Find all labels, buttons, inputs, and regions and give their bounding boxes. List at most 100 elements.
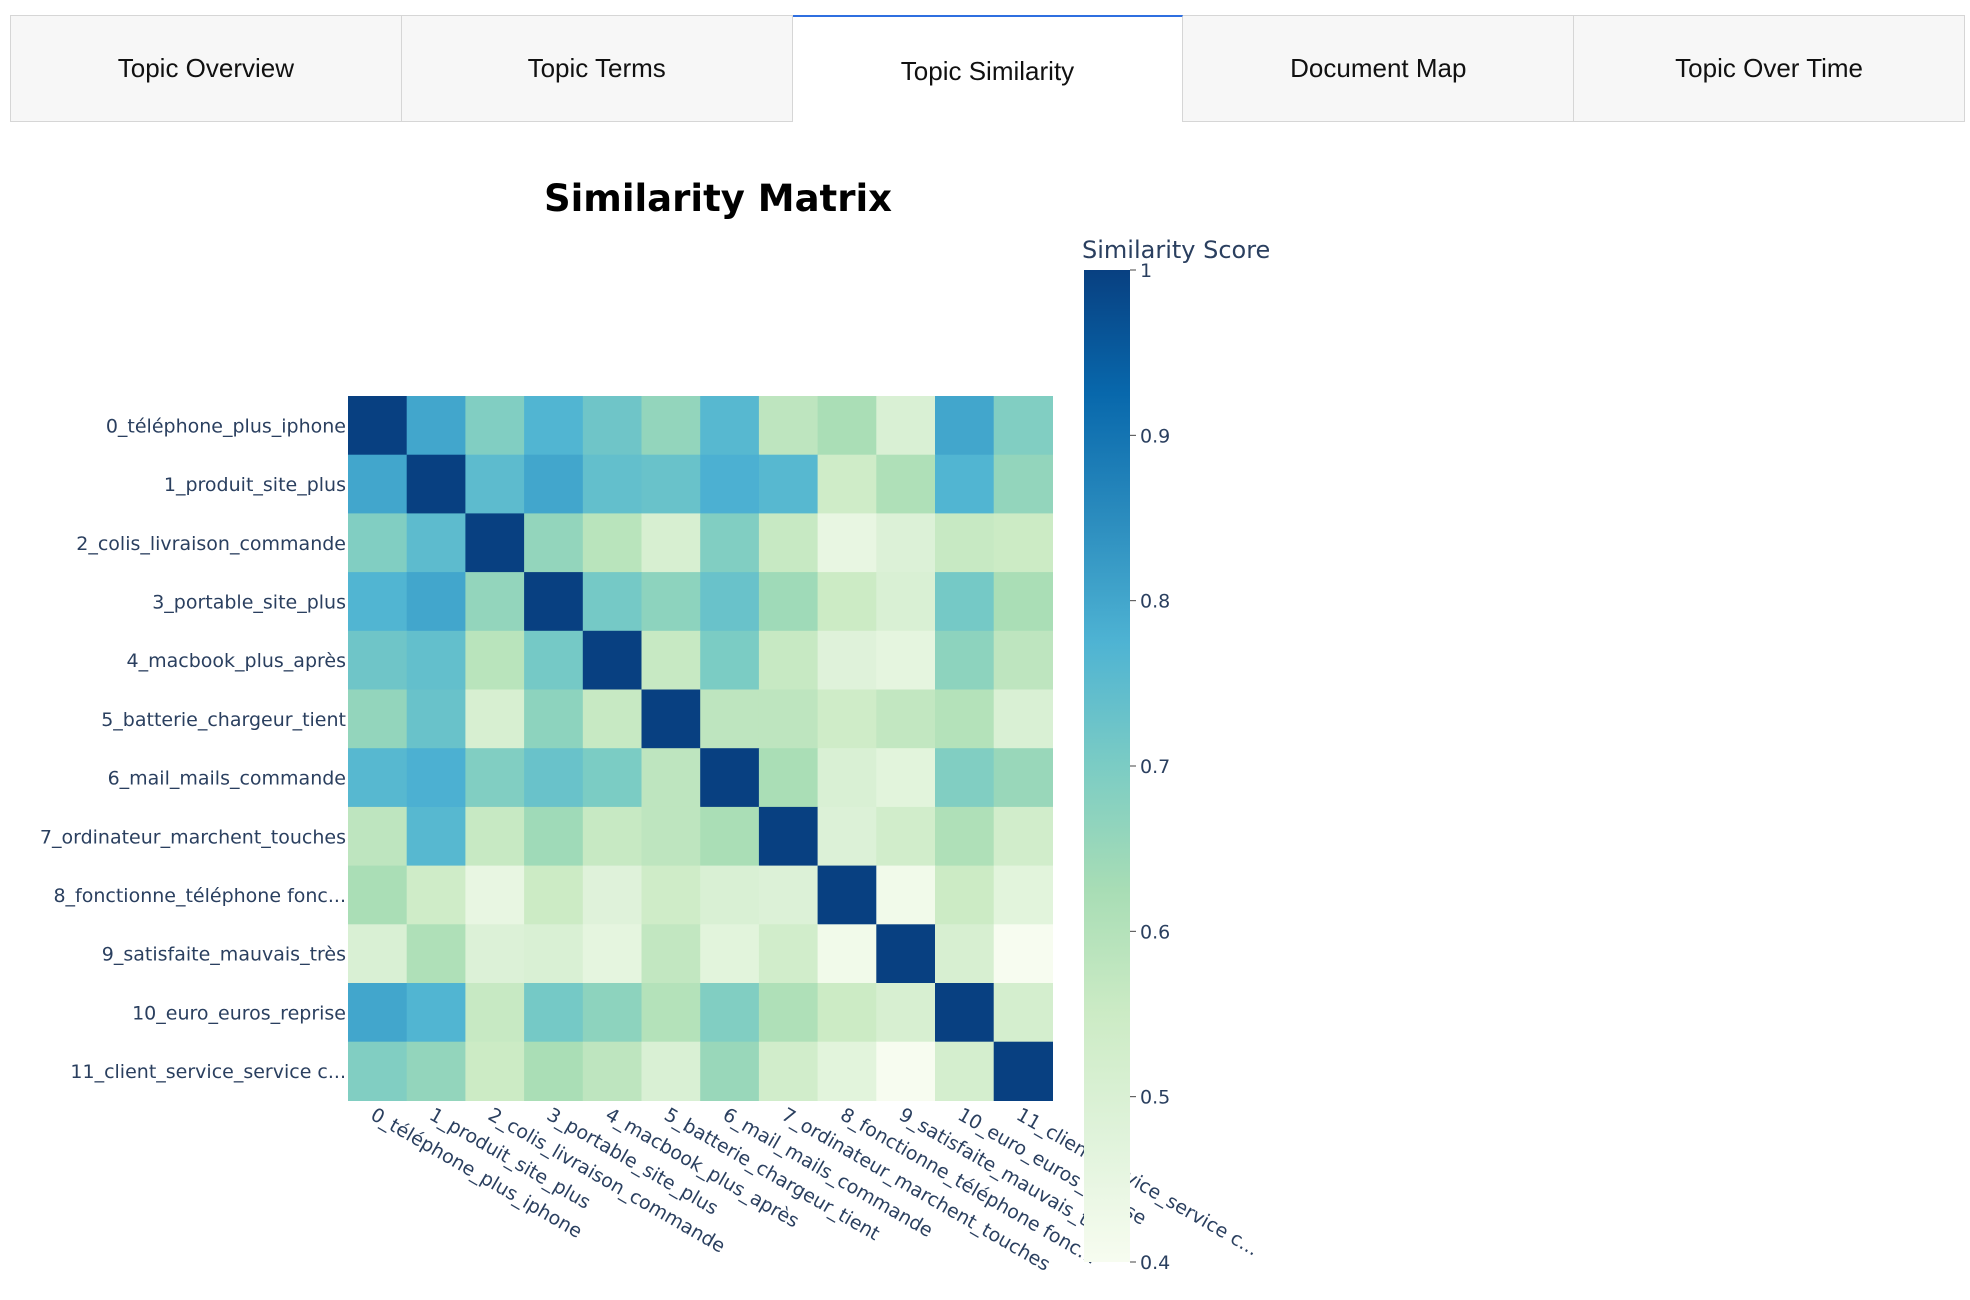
- heatmap-cell: [993, 983, 1053, 1043]
- heatmap-cell: [935, 396, 995, 456]
- heatmap-cell: [641, 513, 701, 573]
- heatmap-cell: [758, 396, 819, 456]
- heatmap-cell: [641, 1041, 701, 1101]
- y-tick-label: 2_colis_livraison_commande: [76, 533, 346, 555]
- heatmap-cell: [465, 689, 525, 749]
- heatmap-cell: [348, 924, 408, 984]
- heatmap-cell: [406, 630, 466, 691]
- heatmap-cell: [935, 924, 995, 984]
- heatmap-cell: [582, 983, 643, 1043]
- heatmap-cell: [406, 572, 466, 632]
- heatmap-cell: [935, 865, 995, 925]
- tab-topic-terms[interactable]: Topic Terms: [401, 15, 793, 122]
- heatmap-cell: [524, 630, 584, 691]
- heatmap-cell: [993, 572, 1053, 632]
- heatmap-cell: [993, 924, 1053, 984]
- heatmap-cell: [348, 1041, 408, 1101]
- heatmap-cell: [348, 630, 408, 691]
- heatmap-cell: [935, 630, 995, 691]
- heatmap-cell: [582, 689, 643, 749]
- heatmap-cell: [524, 924, 584, 984]
- heatmap-cell: [348, 454, 408, 514]
- heatmap-cell: [582, 924, 643, 984]
- heatmap-cell: [406, 689, 466, 749]
- y-axis-tick-labels: 0_téléphone_plus_iphone 1_produit_site_pl…: [40, 415, 346, 1083]
- heatmap-cell: [993, 1041, 1053, 1101]
- heatmap-cell: [758, 748, 819, 808]
- heatmap-cell: [524, 396, 584, 456]
- colorbar-tick-label: 1: [1140, 260, 1152, 282]
- heatmap-cell: [641, 748, 701, 808]
- heatmap-cell: [406, 865, 466, 925]
- heatmap-cell: [641, 924, 701, 984]
- heatmap-cell: [406, 748, 466, 808]
- heatmap-cell: [524, 865, 584, 925]
- heatmap-cell: [935, 572, 995, 632]
- heatmap-cell: [348, 513, 408, 573]
- heatmap-cell: [993, 689, 1053, 749]
- heatmap-cell: [700, 689, 760, 749]
- heatmap-cell: [524, 806, 584, 867]
- heatmap-cell: [758, 865, 819, 925]
- y-tick-label: 10_euro_euros_reprise: [132, 1002, 346, 1024]
- heatmap-cell: [465, 924, 525, 984]
- heatmap-cell: [876, 865, 936, 925]
- heatmap-cell: [935, 689, 995, 749]
- tab-topic-overview[interactable]: Topic Overview: [10, 15, 402, 122]
- heatmap-cell: [993, 396, 1053, 456]
- heatmap-cell: [935, 983, 995, 1043]
- heatmap-cell: [406, 806, 466, 867]
- colorbar-tick-label: 0.8: [1140, 591, 1170, 613]
- heatmap-cell: [406, 983, 466, 1043]
- heatmap-cell: [876, 748, 936, 808]
- heatmap-cell: [582, 396, 643, 456]
- heatmap-cell: [641, 630, 701, 691]
- heatmap-cell: [348, 572, 408, 632]
- heatmap-cell: [348, 748, 408, 808]
- colorbar-tick-label: 0.6: [1140, 921, 1170, 943]
- heatmap-cell: [758, 806, 819, 867]
- heatmap-cell: [406, 396, 466, 456]
- tab-topic-over-time[interactable]: Topic Over Time: [1574, 15, 1965, 122]
- heatmap-cell: [817, 572, 877, 632]
- chart-title: Similarity Matrix: [544, 177, 892, 220]
- heatmap-cells: [348, 396, 1053, 1101]
- heatmap-cell: [406, 1041, 466, 1101]
- heatmap-cell: [582, 572, 643, 632]
- heatmap-cell: [700, 630, 760, 691]
- heatmap-cell: [700, 396, 760, 456]
- heatmap-cell: [700, 1041, 760, 1101]
- heatmap-cell: [935, 806, 995, 867]
- heatmap-cell: [582, 454, 643, 514]
- heatmap-cell: [817, 630, 877, 691]
- heatmap-cell: [876, 806, 936, 867]
- heatmap-cell: [876, 454, 936, 514]
- heatmap-cell: [876, 396, 936, 456]
- heatmap-cell: [817, 865, 877, 925]
- heatmap-cell: [993, 454, 1053, 514]
- heatmap-cell: [524, 513, 584, 573]
- heatmap-cell: [935, 454, 995, 514]
- heatmap-cell: [641, 396, 701, 456]
- heatmap-cell: [758, 924, 819, 984]
- heatmap-cell: [758, 1041, 819, 1101]
- heatmap-cell: [817, 1041, 877, 1101]
- heatmap-cell: [817, 924, 877, 984]
- y-tick-label: 5_batterie_chargeur_tient: [101, 709, 346, 731]
- heatmap-cell: [465, 513, 525, 573]
- heatmap-cell: [348, 983, 408, 1043]
- heatmap-cell: [406, 513, 466, 573]
- heatmap-cell: [641, 806, 701, 867]
- colorbar-tick-label: 0.9: [1140, 425, 1170, 447]
- heatmap-cell: [876, 513, 936, 573]
- tab-document-map[interactable]: Document Map: [1183, 15, 1575, 122]
- heatmap-cell: [524, 689, 584, 749]
- colorbar-scale: [1084, 270, 1130, 1262]
- heatmap-cell: [758, 572, 819, 632]
- heatmap-cell: [993, 630, 1053, 691]
- heatmap-cell: [876, 572, 936, 632]
- heatmap-cell: [348, 689, 408, 749]
- tab-topic-similarity[interactable]: Topic Similarity: [792, 15, 1184, 122]
- heatmap-cell: [465, 572, 525, 632]
